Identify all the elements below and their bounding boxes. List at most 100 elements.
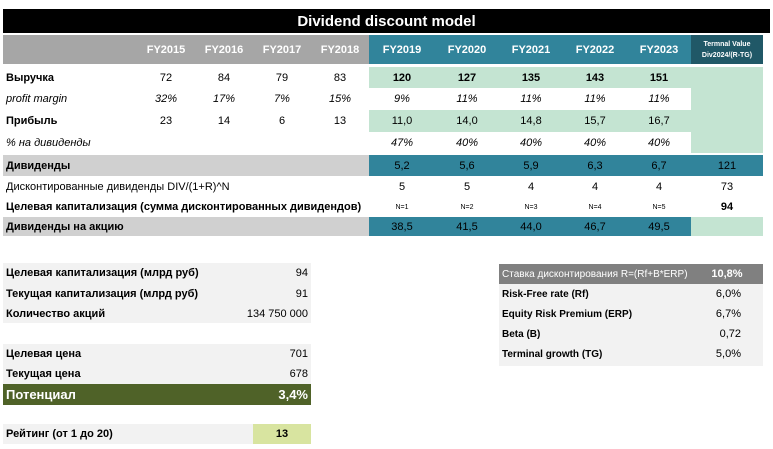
- target-cap-value: 94: [295, 267, 308, 279]
- year-header: FY2016: [204, 43, 244, 56]
- current-cap-label: Текущая капитализация (млрд руб): [6, 288, 199, 300]
- dividends-row-bg: [3, 155, 369, 176]
- row-label-discounted: Дисконтированные дивиденды DIV/(1+R)^N: [6, 180, 230, 193]
- year-header: FY2020: [447, 43, 487, 56]
- row-label-margin: profit margin: [6, 93, 68, 105]
- dividends-value: 5,9: [523, 159, 539, 172]
- current-price-value: 678: [289, 368, 308, 380]
- dps-value: 38,5: [391, 220, 413, 233]
- profit-value: 14: [217, 115, 231, 127]
- current-cap-value: 91: [295, 288, 308, 300]
- dps-row-bg: [3, 217, 369, 236]
- discounted-value: 4: [527, 180, 535, 193]
- target-price-label: Целевая цена: [6, 348, 82, 360]
- discounted-value: 4: [655, 180, 663, 193]
- dps-terminal-bg: [691, 217, 763, 236]
- current-price-label: Текущая цена: [6, 368, 81, 380]
- profit-value: 23: [159, 115, 173, 127]
- summary-cap-bg: [3, 263, 311, 323]
- header-terminal-bg: [691, 35, 763, 64]
- year-header: FY2017: [262, 43, 302, 56]
- rating-label: Рейтинг (от 1 до 20): [6, 428, 113, 440]
- payout-value: 40%: [583, 136, 607, 149]
- profit-value: 14,0: [456, 115, 478, 127]
- dps-value: 46,7: [584, 220, 606, 233]
- potential-value: 3,4%: [278, 387, 308, 402]
- payout-value: 47%: [390, 136, 414, 149]
- discount-rate-header-bg: [499, 264, 763, 284]
- discount-rate-value: 10,8%: [711, 268, 743, 280]
- period-index: N=3: [524, 203, 538, 211]
- shares-label: Количество акций: [6, 307, 106, 320]
- terminal-header-line2: Div2024/(R-TG): [701, 51, 753, 59]
- discounted-terminal-value: 73: [720, 180, 734, 193]
- row-label-revenue: Выручка: [6, 71, 55, 84]
- dividends-terminal-value: 121: [717, 159, 737, 172]
- row-label-target-cap-sum: Целевая капитализация (сумма дисконтиров…: [6, 201, 362, 213]
- header-label-cell: [3, 35, 369, 64]
- discounted-value: 5: [398, 180, 406, 193]
- revenue-value: 79: [275, 71, 289, 84]
- margin-value: 15%: [328, 93, 352, 105]
- tg-label: Terminal growth (TG): [502, 348, 603, 360]
- revenue-value: 127: [457, 71, 477, 84]
- rating-label-bg: [3, 424, 253, 444]
- terminal-bg: [691, 67, 763, 153]
- dps-value: 44,0: [520, 220, 542, 233]
- margin-value: 7%: [274, 93, 290, 105]
- rf-value: 6,0%: [715, 288, 741, 300]
- erp-label: Equity Risk Premium (ERP): [502, 308, 633, 320]
- page-title: Dividend discount model: [3, 9, 770, 33]
- profit-value: 14,8: [520, 115, 542, 127]
- rf-label: Risk-Free rate (Rf): [502, 288, 589, 300]
- beta-value: 0,72: [719, 328, 741, 340]
- terminal-header-line1: Termnal Value: [703, 40, 751, 48]
- profit-value: 13: [333, 115, 347, 127]
- forecast-bg-revenue: [369, 67, 691, 88]
- period-index: N=4: [588, 203, 602, 211]
- discounted-value: 4: [591, 180, 599, 193]
- erp-value: 6,7%: [715, 308, 741, 320]
- row-label-dividends: Дивиденды: [6, 159, 71, 172]
- year-header: FY2022: [575, 43, 615, 56]
- revenue-value: 143: [585, 71, 605, 84]
- revenue-value: 135: [521, 71, 541, 84]
- summary-price-bg: [3, 344, 311, 384]
- year-header: FY2015: [146, 43, 186, 56]
- target-cap-sum-value: 94: [720, 201, 734, 213]
- margin-value: 32%: [154, 93, 178, 105]
- margin-value: 9%: [394, 93, 410, 105]
- potential-bg: [3, 384, 311, 405]
- dividends-value: 5,2: [394, 159, 410, 172]
- margin-value: 17%: [212, 93, 236, 105]
- dps-forecast-bg: [369, 217, 691, 236]
- payout-value: 40%: [647, 136, 671, 149]
- discount-rate-label: Ставка дисконтирования R=(Rf+B*ERP): [502, 268, 688, 280]
- row-label-payout: % на дивиденды: [6, 136, 91, 149]
- dividends-forecast-bg: [369, 155, 763, 176]
- profit-value: 11,0: [391, 115, 413, 127]
- potential-label: Потенциал: [6, 387, 76, 402]
- period-index: N=5: [652, 203, 666, 211]
- margin-value: 11%: [648, 93, 670, 105]
- target-cap-label: Целевая капитализация (млрд руб): [6, 267, 199, 279]
- forecast-bg-profit: [369, 110, 691, 132]
- year-header: FY2019: [382, 43, 422, 56]
- year-header: FY2018: [320, 43, 360, 56]
- target-price-value: 701: [289, 348, 308, 360]
- header-forecast-bg: [369, 35, 691, 64]
- year-header: FY2021: [511, 43, 551, 56]
- discounted-value: 5: [463, 180, 471, 193]
- dps-value: 49,5: [648, 220, 670, 233]
- shares-value: 134 750 000: [246, 307, 308, 320]
- row-label-profit: Прибыль: [6, 115, 58, 127]
- margin-value: 11%: [520, 93, 542, 105]
- rating-value: 13: [253, 424, 311, 444]
- tg-value: 5,0%: [715, 348, 741, 360]
- profit-value: 6: [278, 115, 286, 127]
- dividends-value: 5,6: [459, 159, 475, 172]
- profit-value: 16,7: [648, 115, 670, 127]
- beta-label: Beta (B): [502, 328, 541, 340]
- revenue-value: 120: [392, 71, 412, 84]
- margin-value: 11%: [584, 93, 606, 105]
